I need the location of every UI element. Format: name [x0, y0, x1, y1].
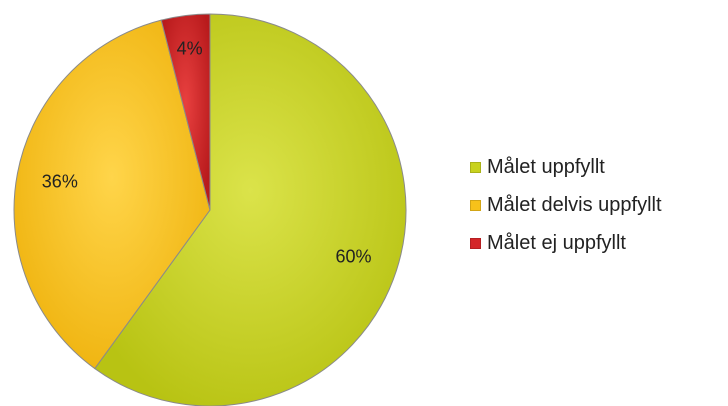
pie-slice [94, 13, 407, 406]
legend-label: Målet ej uppfyllt [487, 231, 626, 254]
legend-swatch [470, 161, 481, 173]
legend-swatch [470, 237, 481, 249]
slice-value-label: 60% [336, 247, 372, 267]
legend: Målet uppfyllt Målet delvis uppfyllt Målet… [470, 148, 662, 262]
legend-item: Målet delvis uppfyllt [470, 186, 662, 224]
legend-label: Målet uppfyllt [487, 155, 605, 178]
legend-item: Målet uppfyllt [470, 148, 662, 186]
pie-slice [160, 13, 211, 211]
slice-value-label: 36% [42, 171, 78, 191]
legend-swatch [470, 199, 481, 211]
legend-label: Målet delvis uppfyllt [487, 193, 662, 216]
pie-slice [13, 19, 211, 370]
legend-item: Målet ej uppfyllt [470, 224, 662, 262]
slice-value-label: 4% [177, 39, 203, 59]
